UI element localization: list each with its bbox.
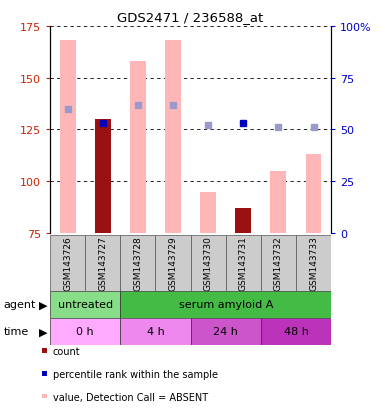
- Text: GSM143726: GSM143726: [63, 236, 72, 291]
- Text: time: time: [4, 326, 29, 337]
- Bar: [191, 235, 226, 291]
- Text: 48 h: 48 h: [283, 326, 308, 337]
- Text: GSM143731: GSM143731: [239, 236, 248, 291]
- Bar: [191, 318, 261, 345]
- Text: agent: agent: [4, 299, 36, 310]
- Bar: [95, 120, 110, 233]
- Bar: [156, 235, 191, 291]
- Text: GSM143733: GSM143733: [309, 236, 318, 291]
- Text: serum amyloid A: serum amyloid A: [179, 299, 273, 310]
- Bar: [121, 291, 331, 318]
- Text: value, Detection Call = ABSENT: value, Detection Call = ABSENT: [53, 392, 208, 402]
- Bar: [261, 318, 331, 345]
- Text: ▶: ▶: [38, 299, 47, 310]
- Title: GDS2471 / 236588_at: GDS2471 / 236588_at: [117, 11, 264, 24]
- Bar: [306, 155, 321, 233]
- Bar: [121, 318, 191, 345]
- Text: percentile rank within the sample: percentile rank within the sample: [53, 369, 218, 379]
- Bar: [50, 318, 121, 345]
- Bar: [200, 192, 216, 233]
- Bar: [121, 235, 156, 291]
- Bar: [271, 171, 286, 233]
- Bar: [261, 235, 296, 291]
- Text: ▶: ▶: [38, 326, 47, 337]
- Text: GSM143728: GSM143728: [133, 236, 142, 291]
- Bar: [50, 291, 121, 318]
- Text: GSM143729: GSM143729: [169, 236, 177, 291]
- Bar: [165, 41, 181, 233]
- Bar: [235, 209, 251, 233]
- Bar: [60, 41, 75, 233]
- Text: GSM143732: GSM143732: [274, 236, 283, 291]
- Bar: [130, 62, 146, 233]
- Text: GSM143727: GSM143727: [98, 236, 107, 291]
- Text: 0 h: 0 h: [76, 326, 94, 337]
- Text: GSM143730: GSM143730: [204, 236, 213, 291]
- Bar: [50, 235, 85, 291]
- Bar: [226, 235, 261, 291]
- Text: 4 h: 4 h: [147, 326, 164, 337]
- Text: 24 h: 24 h: [213, 326, 238, 337]
- Bar: [296, 235, 331, 291]
- Bar: [85, 235, 120, 291]
- Text: count: count: [53, 347, 80, 356]
- Text: untreated: untreated: [58, 299, 113, 310]
